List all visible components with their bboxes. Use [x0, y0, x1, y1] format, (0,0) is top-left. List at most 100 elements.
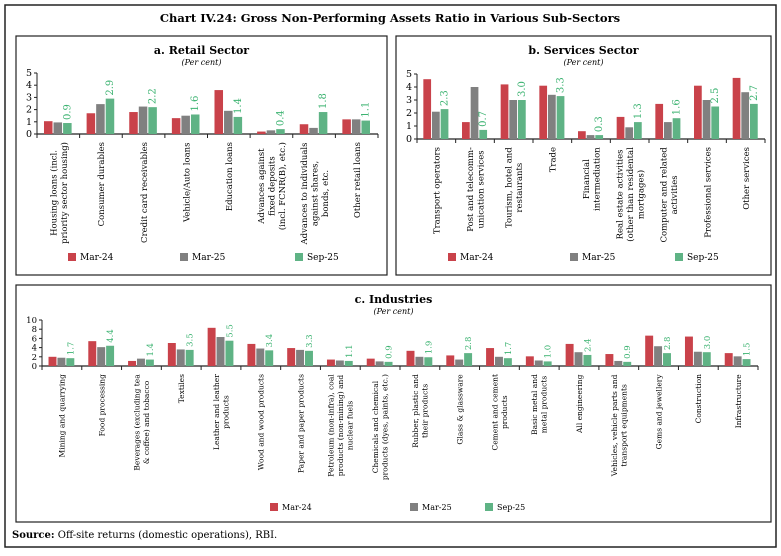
- category-label: Advances againstfixed deposits(incl. FCN…: [257, 142, 288, 230]
- category-label-line: Petroleum (non-infra), coal: [327, 374, 336, 477]
- bar-sep-25: [517, 100, 526, 139]
- bar-mar-24: [128, 360, 137, 366]
- data-label: 1.4: [146, 343, 156, 357]
- legend-label: Mar-24: [460, 253, 494, 263]
- panel-subtitle: (Per cent): [374, 307, 414, 316]
- category-label-line: Vehicle/Auto loans: [182, 143, 192, 224]
- bar-mar-24: [48, 356, 57, 366]
- category-label: All engineering: [575, 374, 584, 434]
- category-label-line: Transport operators: [433, 147, 443, 234]
- bar-sep-25: [663, 353, 671, 366]
- category-label: Computer and relatedactivities: [659, 147, 680, 243]
- y-tick-label: 1: [406, 121, 412, 132]
- bar-mar-24: [462, 122, 470, 139]
- category-label: Beverages (excluding tea& coffee) and to…: [132, 374, 151, 471]
- bar-sep-25: [185, 349, 194, 366]
- bar-mar-25: [181, 115, 190, 134]
- category-label-line: Education loans: [225, 142, 235, 211]
- y-tick-label: 0: [26, 129, 32, 140]
- panel-0: a. Retail Sector(Per cent) 012 345 0.9 Housi…: [15, 35, 388, 276]
- category-label-line: transport equipments: [619, 384, 628, 467]
- legend-swatch: [448, 253, 456, 261]
- bar-mar-25: [309, 127, 318, 134]
- bar-mar-24: [732, 77, 741, 139]
- category-label-line: Consumer durables: [97, 142, 107, 226]
- data-label: 1.4: [233, 98, 244, 114]
- category-label-line: All engineering: [575, 374, 584, 434]
- y-tick-label: 10: [26, 316, 37, 326]
- category-label-line: unication services: [477, 150, 487, 228]
- category-label: Textiles: [177, 374, 186, 403]
- bar-mar-24: [525, 356, 534, 366]
- bar-sep-25: [623, 361, 632, 366]
- data-label: 3.0: [703, 336, 713, 350]
- legend-swatch: [68, 253, 76, 261]
- legend-item-sep-25: Sep-25: [485, 503, 525, 512]
- category-label: Paper and paper products: [296, 374, 305, 473]
- bar-sep-25: [595, 135, 604, 139]
- legend-label: Mar-25: [192, 253, 226, 263]
- bar-mar-24: [423, 79, 432, 139]
- legend-item-mar-25: Mar-25: [180, 253, 226, 263]
- category-label-line: restaurants: [515, 163, 525, 213]
- y-tick-label: 2: [32, 353, 37, 363]
- bar-mar-25: [702, 100, 711, 139]
- bar-mar-25: [614, 360, 623, 366]
- category-label: Tourism, hotel andrestaurants: [505, 147, 525, 228]
- data-label: 1.8: [318, 93, 329, 109]
- category-label: Education loans: [225, 142, 235, 211]
- category-label: Professional services: [703, 147, 713, 238]
- data-label: 5.5: [225, 324, 235, 338]
- y-tick-label: 0: [32, 362, 37, 372]
- data-label: 1.3: [633, 103, 644, 119]
- category-label-line: mortgages): [635, 170, 646, 219]
- category-label: Trade: [549, 147, 559, 172]
- bar-mar-25: [693, 351, 702, 366]
- bar-mar-24: [171, 118, 181, 134]
- category-label: Mining and quarrying: [58, 374, 67, 458]
- legend-swatch: [270, 503, 278, 511]
- bar-sep-25: [464, 353, 473, 366]
- category-label-line: Food processing: [97, 374, 106, 436]
- bar-mar-24: [684, 336, 693, 366]
- bar-mar-25: [335, 360, 344, 366]
- legend-label: Mar-25: [582, 253, 616, 263]
- bar-mar-25: [266, 130, 276, 134]
- category-label: Food processing: [97, 374, 106, 436]
- legend-item-mar-24: Mar-24: [448, 253, 494, 263]
- data-label: 2.2: [148, 88, 159, 104]
- bar-mar-25: [224, 110, 233, 134]
- category-label-line: Chemicals and chemical: [371, 380, 380, 473]
- category-label-line: Financial: [582, 159, 592, 199]
- data-label: 3.0: [517, 81, 528, 97]
- category-label: Basic metal andmetal products: [530, 374, 549, 435]
- category-label: Rubber, plastic andtheir products: [411, 374, 430, 448]
- category-label-line: products (dyes, paints, etc.): [381, 374, 390, 480]
- data-label: 2.9: [105, 80, 116, 96]
- bar-mar-25: [138, 106, 148, 134]
- data-label: 2.8: [464, 337, 474, 351]
- figure-title: Chart IV.24: Gross Non-Performing Assets…: [160, 11, 620, 25]
- panel-title: b. Services Sector: [528, 44, 638, 57]
- panel-title: c. Industries: [355, 293, 433, 306]
- category-label: Chemicals and chemicalproducts (dyes, pa…: [371, 374, 390, 480]
- category-label-line: Trade: [549, 147, 559, 172]
- category-label-line: Tourism, hotel and: [505, 147, 515, 228]
- legend-item-sep-25: Sep-25: [295, 253, 339, 263]
- bar-mar-24: [287, 348, 296, 366]
- y-tick-label: 6: [32, 334, 37, 344]
- data-label: 1.9: [424, 341, 434, 355]
- category-label: Post and telecomm-unication services: [466, 147, 487, 232]
- bar-mar-24: [207, 327, 216, 366]
- bar-mar-25: [176, 349, 185, 366]
- bar-sep-25: [361, 120, 370, 134]
- category-label-line: Real estate activities: [615, 149, 625, 239]
- legend-swatch: [180, 253, 188, 261]
- bar-sep-25: [711, 106, 720, 139]
- bar-sep-25: [672, 118, 681, 139]
- category-label-line: intermediation: [593, 147, 603, 211]
- legend-label: Mar-24: [282, 503, 312, 512]
- source-text: Off-site returns (domestic operations), …: [55, 530, 278, 541]
